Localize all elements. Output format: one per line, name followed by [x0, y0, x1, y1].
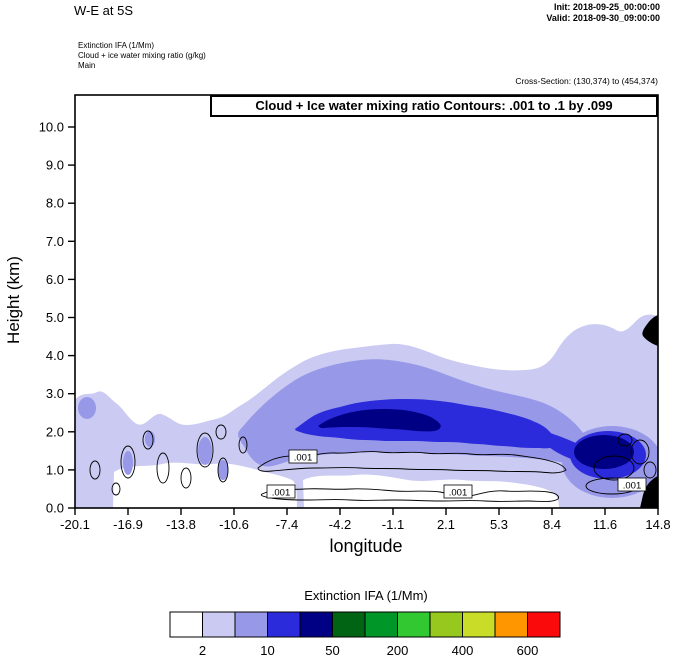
x-tick-label: 5.3 [490, 517, 508, 532]
cloud-contour-ring [196, 432, 214, 468]
valid-time: Valid: 2018-09-30_09:00:00 [546, 13, 660, 23]
colorbar-tick-label: 50 [325, 643, 339, 658]
init-time: Init: 2018-09-25_00:00:00 [553, 2, 660, 12]
contour-label-box [443, 484, 473, 499]
cloud-contour-ring [120, 445, 136, 479]
y-axis-label: Height (km) [4, 256, 23, 344]
colorbar-segment [169, 611, 203, 638]
right-core-5 [574, 435, 634, 469]
y-tick-label: 5.0 [46, 310, 64, 325]
y-tick-label: 9.0 [46, 158, 64, 173]
cloud-contour-ring [215, 424, 227, 440]
x-tick-label: 2.1 [437, 517, 455, 532]
cloud-contour-ring [643, 461, 657, 479]
y-tick-label: 6.0 [46, 272, 64, 287]
colorbar-tick-label: 400 [452, 643, 474, 658]
y-tick-label: 2.0 [46, 424, 64, 439]
colorbar-tick-label: 200 [387, 643, 409, 658]
x-tick-label: -10.6 [219, 517, 249, 532]
colorbar-segment [462, 611, 496, 638]
cloud-contour-ring [156, 452, 170, 484]
colorbar-segment [267, 611, 301, 638]
contour-label-text: .001 [294, 453, 313, 464]
x-tick-label: 11.6 [593, 517, 617, 532]
x-axis-label: longitude [329, 536, 403, 556]
colorbar-segment [364, 611, 398, 638]
cloud-contour-ring [142, 430, 154, 450]
field-line-shaded: Extinction IFA (1/Mm) [78, 41, 155, 50]
contour-label-text: .001 [449, 488, 468, 499]
colorbar-segment [397, 611, 431, 638]
x-tick-label: 8.4 [543, 517, 561, 532]
y-tick-label: 0.0 [46, 501, 64, 516]
x-tick-label: -16.9 [113, 517, 143, 532]
colorbar-segment [234, 611, 268, 638]
cloud-contour-ring [217, 457, 229, 483]
colorbar-title: Extinction IFA (1/Mm) [304, 588, 428, 603]
colorbar-segment [429, 611, 463, 638]
small-blob [123, 451, 133, 475]
clear-gap-left [113, 462, 297, 508]
cloud-contour-ring [89, 460, 101, 480]
cloud-contour-line [260, 488, 559, 502]
y-tick-label: 8.0 [46, 196, 64, 211]
field-list: Extinction IFA (1/Mm) Cloud + ice water … [78, 41, 206, 71]
colorbar-segment [527, 611, 561, 638]
cloud-contour-ring [617, 433, 633, 447]
contour-label-text: .001 [623, 481, 642, 492]
plot-title: W-E at 5S [74, 3, 134, 18]
y-tick-label: 4.0 [46, 348, 64, 363]
x-tick-label: -4.2 [329, 517, 351, 532]
y-tick-label: 7.0 [46, 234, 64, 249]
x-tick-label: 14.8 [645, 517, 670, 532]
terrain [640, 476, 658, 508]
cross-section-coords: Cross-Section: (130,374) to (454,374) [515, 76, 658, 86]
colorbar-segment [299, 611, 333, 638]
cloud-contour-ring [593, 455, 635, 481]
field-line-domain: Main [78, 61, 96, 70]
contour-label-text: .001 [272, 488, 291, 499]
small-blob [145, 431, 155, 447]
contour-info-box: Cloud + Ice water mixing ratio Contours:… [210, 95, 658, 117]
small-blob [78, 397, 96, 419]
cloud-contour-ring [180, 467, 192, 489]
y-tick-label: 1.0 [46, 462, 64, 477]
cloud-contour-line [257, 451, 567, 474]
y-tick-label: 3.0 [46, 386, 64, 401]
contour-line-group [89, 424, 657, 502]
colorbar-tick-label: 2 [199, 643, 206, 658]
colorbar-tick-label: 10 [260, 643, 274, 658]
cloud-contour-ring [111, 482, 121, 496]
field-line-contour: Cloud + ice water mixing ratio (g/kg) [78, 51, 206, 60]
colorbar-segment [202, 611, 236, 638]
y-tick-label: 10.0 [39, 120, 64, 135]
extinction-core-5 [318, 409, 441, 432]
contour-label-box [266, 484, 296, 499]
colorbar-segment [494, 611, 528, 638]
cloud-contour-ring [630, 439, 650, 465]
x-tick-label: -13.8 [166, 517, 196, 532]
small-blob [198, 437, 212, 465]
dark-wedge [642, 315, 658, 346]
contour-label-box [617, 477, 647, 492]
colorbar-tick-label: 600 [517, 643, 539, 658]
colorbar-segment [332, 611, 366, 638]
cloud-contour-ring [238, 436, 248, 454]
contour-label-box [288, 449, 318, 464]
shaded-field-group [75, 314, 658, 508]
x-tick-label: -7.4 [276, 517, 298, 532]
x-tick-label: -20.1 [60, 517, 90, 532]
small-blob [218, 460, 228, 480]
x-tick-label: -1.1 [382, 517, 404, 532]
